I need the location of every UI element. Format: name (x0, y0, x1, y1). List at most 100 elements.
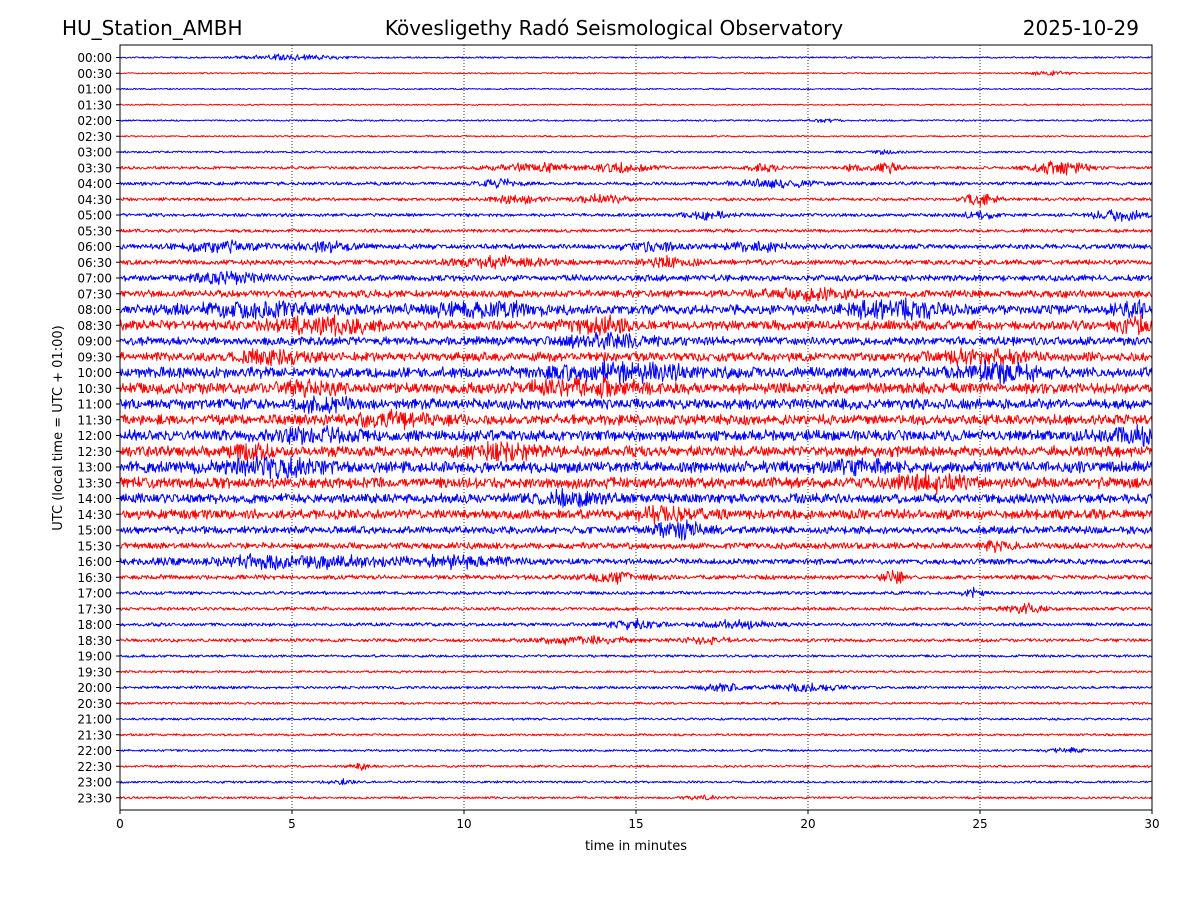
trace-0400 (119, 178, 1153, 189)
y-tick-label: 13:00 (77, 461, 112, 475)
y-tick-label: 10:30 (77, 382, 112, 396)
trace-2330 (119, 794, 1153, 801)
y-tick-label: 05:00 (77, 209, 112, 223)
trace-0030 (119, 70, 1153, 77)
y-tick-label: 01:00 (77, 83, 112, 97)
y-tick-label: 03:00 (77, 146, 112, 160)
y-tick-label: 23:30 (77, 791, 112, 805)
seismic-traces (119, 53, 1153, 801)
trace-2130 (119, 732, 1153, 737)
x-tick-label: 0 (116, 817, 124, 831)
trace-1530 (119, 539, 1153, 554)
y-tick-label: 10:00 (77, 366, 112, 380)
trace-1330 (119, 470, 1153, 495)
y-tick-label: 05:30 (77, 224, 112, 238)
trace-0000 (119, 53, 1153, 61)
y-tick-label: 14:00 (77, 492, 112, 506)
trace-0730 (119, 286, 1153, 303)
trace-0230 (119, 134, 1153, 138)
trace-0530 (119, 228, 1153, 234)
y-tick-label: 07:30 (77, 287, 112, 301)
trace-1130 (119, 408, 1153, 431)
x-tick-label: 30 (1144, 817, 1159, 831)
y-tick-label: 19:30 (77, 665, 112, 679)
trace-0100 (119, 87, 1153, 91)
y-tick-label: 15:00 (77, 524, 112, 538)
trace-1630 (119, 569, 1153, 585)
trace-0330 (119, 160, 1153, 176)
trace-0700 (119, 270, 1153, 286)
trace-1700 (119, 586, 1153, 599)
y-tick-label: 16:00 (77, 555, 112, 569)
y-tick-label: 13:30 (77, 476, 112, 490)
y-tick-label: 17:00 (77, 587, 112, 601)
y-tick-label: 16:30 (77, 571, 112, 585)
trace-1000 (119, 360, 1153, 385)
y-tick-label: 22:30 (77, 760, 112, 774)
y-tick-label: 04:30 (77, 193, 112, 207)
trace-0500 (119, 209, 1153, 222)
x-tick-label: 20 (800, 817, 815, 831)
y-tick-label: 03:30 (77, 161, 112, 175)
trace-1030 (119, 376, 1153, 399)
x-axis: 0 5 10 15 20 25 30 (116, 810, 1160, 831)
y-tick-label: 00:30 (77, 67, 112, 81)
y-tick-label: 08:30 (77, 319, 112, 333)
station-title: HU_Station_AMBH (62, 16, 242, 40)
y-tick-label: 21:30 (77, 728, 112, 742)
y-tick-label: 11:30 (77, 413, 112, 427)
date-title: 2025-10-29 (1023, 16, 1139, 40)
y-tick-label: 01:30 (77, 98, 112, 112)
trace-0130 (119, 103, 1153, 107)
y-tick-label: 07:00 (77, 272, 112, 286)
trace-0900 (119, 331, 1153, 350)
trace-1300 (119, 456, 1153, 480)
trace-1400 (119, 487, 1153, 508)
y-tick-label: 08:00 (77, 303, 112, 317)
y-tick-label: 00:00 (77, 51, 112, 65)
trace-0830 (119, 314, 1153, 337)
y-tick-label: 22:00 (77, 744, 112, 758)
trace-2200 (119, 746, 1153, 754)
x-axis-label: time in minutes (585, 839, 687, 854)
y-tick-label: 11:00 (77, 398, 112, 412)
y-tick-label: 18:00 (77, 618, 112, 632)
x-tick-label: 10 (456, 817, 471, 831)
trace-2300 (119, 778, 1153, 786)
trace-0930 (119, 347, 1153, 367)
y-tick-label: 18:30 (77, 634, 112, 648)
y-tick-label: 06:30 (77, 256, 112, 270)
trace-1600 (119, 553, 1153, 571)
y-tick-label: 09:00 (77, 335, 112, 349)
y-tick-label: 04:00 (77, 177, 112, 191)
trace-2100 (119, 717, 1153, 721)
trace-2030 (119, 701, 1153, 706)
y-tick-label: 17:30 (77, 602, 112, 616)
y-tick-label: 12:00 (77, 429, 112, 443)
trace-1500 (119, 519, 1153, 541)
trace-0430 (119, 193, 1153, 207)
trace-1900 (119, 654, 1153, 658)
observatory-title: Kövesligethy Radó Seismological Observat… (385, 16, 843, 40)
trace-0800 (119, 297, 1153, 321)
trace-1930 (119, 670, 1153, 674)
trace-2230 (119, 762, 1153, 771)
trace-1230 (119, 440, 1153, 463)
x-tick-label: 15 (628, 817, 643, 831)
trace-1730 (119, 602, 1153, 615)
trace-2000 (119, 682, 1153, 693)
trace-0630 (119, 254, 1153, 270)
y-tick-label: 12:30 (77, 445, 112, 459)
y-tick-label: 14:30 (77, 508, 112, 522)
y-tick-label: 23:00 (77, 776, 112, 790)
y-axis-label: UTC (local time = UTC + 01:00) (51, 325, 66, 530)
y-tick-label: 15:30 (77, 539, 112, 553)
y-tick-label: 02:30 (77, 130, 112, 144)
y-tick-label: 20:30 (77, 697, 112, 711)
trace-1200 (119, 424, 1153, 448)
trace-1830 (119, 634, 1153, 646)
x-tick-label: 25 (972, 817, 987, 831)
y-tick-label: 02:00 (77, 114, 112, 128)
